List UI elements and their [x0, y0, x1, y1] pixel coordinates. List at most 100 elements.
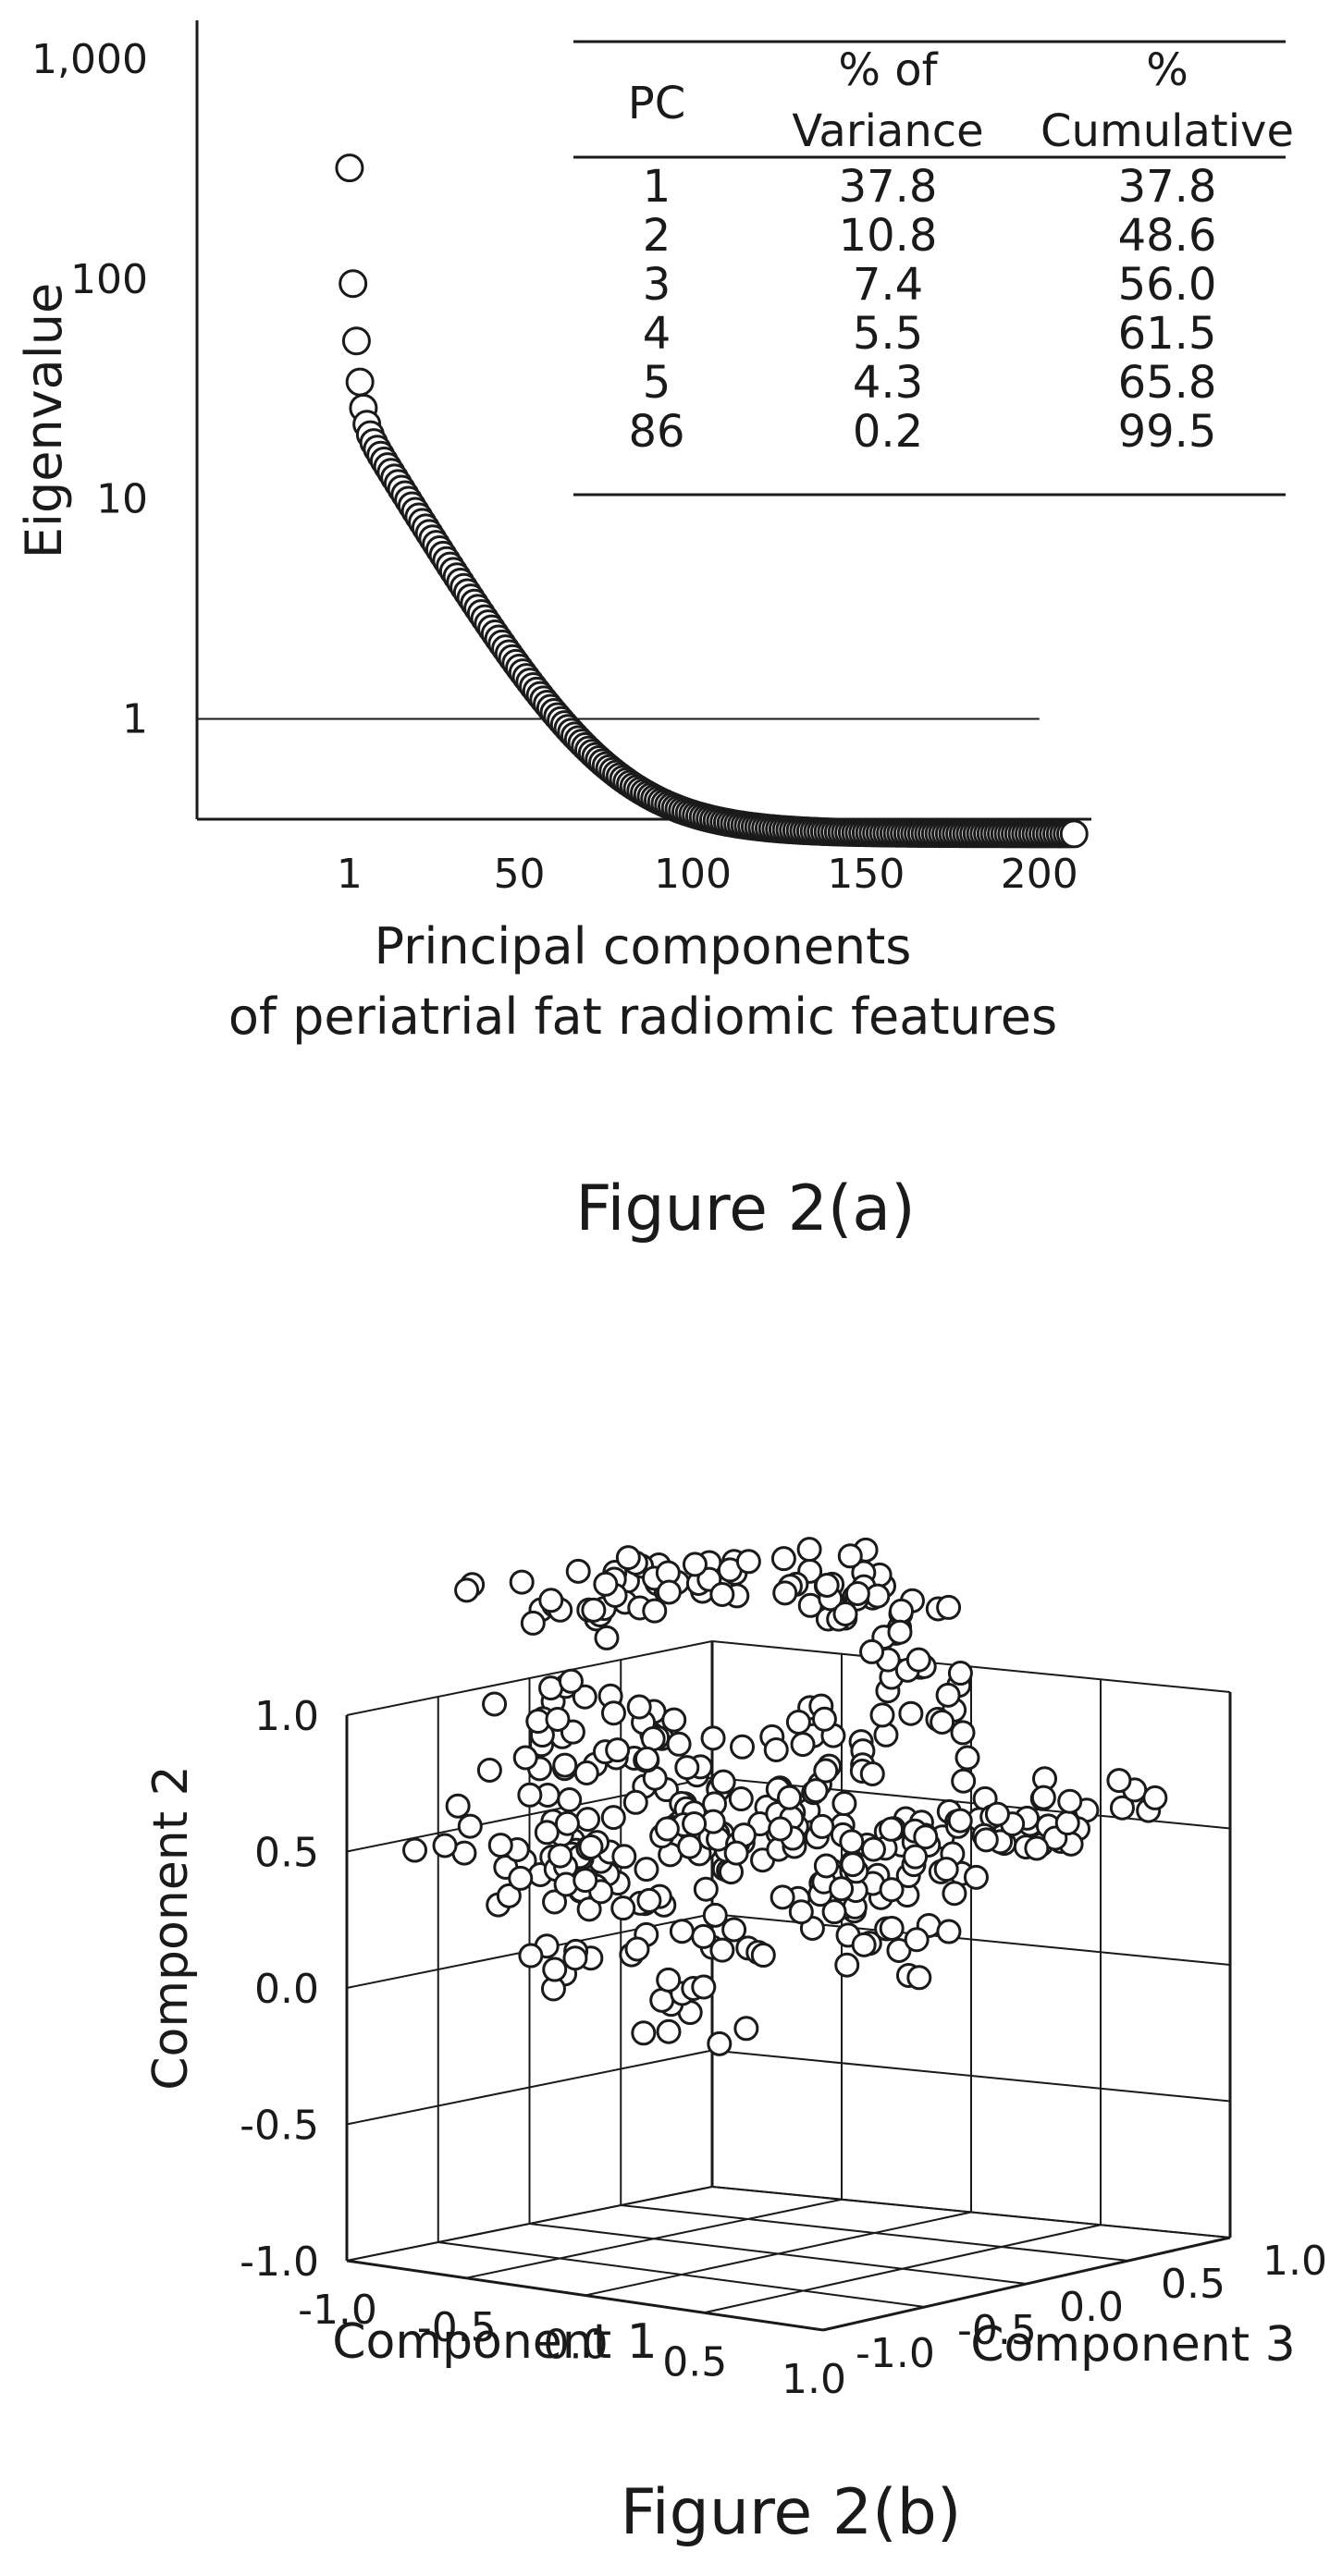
component-point — [649, 1987, 675, 2013]
component-point — [509, 1569, 535, 1595]
table-cell: 4.3 — [853, 357, 923, 409]
component-point — [906, 1965, 932, 1991]
component-point — [903, 1844, 929, 1870]
component-point — [631, 2020, 657, 2046]
component-point — [730, 1734, 756, 1760]
component-point — [1024, 1835, 1050, 1861]
component-point — [905, 1647, 931, 1673]
component-point — [851, 1932, 877, 1957]
y-tick-label: 1 — [122, 696, 148, 743]
component-2-axis-label: Component 2 — [143, 1765, 199, 2091]
component-point — [709, 1937, 735, 1963]
table-cell: 7.4 — [853, 259, 923, 311]
component-point — [834, 1952, 860, 1978]
component-point — [445, 1793, 471, 1819]
component-point — [656, 1967, 682, 1993]
component-point — [542, 1889, 568, 1915]
y-tick-label: 10 — [96, 476, 148, 523]
component-point — [674, 1755, 700, 1781]
component-point — [538, 1588, 564, 1613]
x-tick-label: 200 — [1001, 851, 1078, 898]
table-cell: 61.5 — [1118, 308, 1217, 360]
component-point — [813, 1758, 839, 1784]
component-point — [634, 1746, 659, 1772]
component-point — [785, 1709, 811, 1735]
component-point — [1109, 1795, 1135, 1821]
component-point — [728, 1786, 754, 1812]
component-point — [518, 1943, 544, 1969]
component-1-tick-label: 0.0 — [544, 2322, 609, 2369]
component-2-tick-label: 0.0 — [254, 1966, 319, 2013]
component-point — [538, 1675, 564, 1701]
x-tick-label: 100 — [654, 851, 732, 898]
table-header-pc: PC — [628, 78, 685, 129]
component-point — [803, 1778, 829, 1804]
component-point — [654, 1816, 680, 1842]
component-point — [879, 1816, 905, 1842]
component-point — [572, 1684, 597, 1710]
component-point — [860, 1836, 886, 1862]
component-point — [508, 1865, 534, 1891]
component-point — [640, 1726, 666, 1752]
component-2-tick-label: -1.0 — [240, 2239, 319, 2286]
component-point — [615, 1545, 641, 1571]
component-point — [600, 1700, 626, 1726]
component-point — [487, 1833, 513, 1858]
component-point — [947, 1808, 973, 1834]
component-point — [770, 1884, 795, 1910]
eigenvalue-point — [1059, 819, 1089, 849]
eigenvalue-point — [345, 367, 375, 397]
component-point — [565, 1558, 591, 1584]
component-point — [813, 1853, 839, 1879]
component-3-tick-labels: -1.0 -0.5 0.0 0.5 1.0 — [856, 2238, 1327, 2377]
component-point — [768, 1816, 794, 1842]
component-point — [930, 1709, 955, 1735]
component-point — [886, 1938, 912, 1963]
component-point — [942, 1881, 967, 1907]
component-point — [642, 1598, 668, 1624]
component-3-tick-label: 1.0 — [1262, 2238, 1327, 2285]
component-2-tick-label: -0.5 — [240, 2103, 319, 2150]
component-point — [973, 1827, 999, 1853]
component-point — [573, 1868, 598, 1894]
figure-2b-3d-scatter: -1.0 -0.5 0.0 0.5 1.0 -1.0 -0.5 0.0 0.5 1.0 -1.0… — [143, 1537, 1327, 2549]
x-tick-label: 50 — [494, 851, 546, 898]
component-point — [593, 1571, 619, 1597]
component-point — [707, 2030, 733, 2056]
floor-grid-line — [704, 2224, 1102, 2314]
component-point — [837, 1543, 863, 1569]
table-cell: 37.8 — [1118, 161, 1217, 213]
x-axis-label-line-1: Principal components — [375, 917, 912, 975]
component-point — [1057, 1788, 1083, 1814]
component-point — [763, 1736, 789, 1762]
table-cell: 86 — [628, 406, 684, 458]
component-point — [534, 1820, 560, 1846]
table-cell: 37.8 — [839, 161, 938, 213]
component-point — [562, 1945, 588, 1971]
component-point — [432, 1833, 458, 1858]
component-point — [517, 1782, 543, 1808]
component-point — [859, 1760, 885, 1786]
component-point — [622, 1789, 648, 1815]
component-point — [790, 1732, 816, 1758]
component-point — [558, 1668, 584, 1694]
component-point — [605, 1737, 631, 1763]
component-point — [936, 1919, 962, 1944]
component-point — [636, 1887, 662, 1913]
component-2-tick-label: 1.0 — [254, 1693, 319, 1740]
floor-grid-line — [529, 2223, 1028, 2285]
component-2-tick-labels: -1.0 -0.5 0.0 0.5 1.0 — [240, 1693, 319, 2286]
component-point — [733, 2016, 759, 2042]
table-cell: 10.8 — [839, 210, 938, 262]
component-point — [772, 1580, 798, 1606]
component-3-tick-label: -1.0 — [856, 2330, 935, 2377]
component-point — [935, 1682, 961, 1708]
component-point — [693, 1876, 719, 1902]
right-wall-grid-line — [711, 1640, 1231, 1693]
component-point — [796, 1537, 822, 1563]
component-point — [520, 1610, 546, 1636]
x-axis-label-line-2: of periatrial fat radiomic features — [228, 987, 1057, 1046]
component-point — [656, 2018, 682, 2044]
component-point — [951, 1768, 977, 1794]
component-point — [821, 1899, 847, 1925]
